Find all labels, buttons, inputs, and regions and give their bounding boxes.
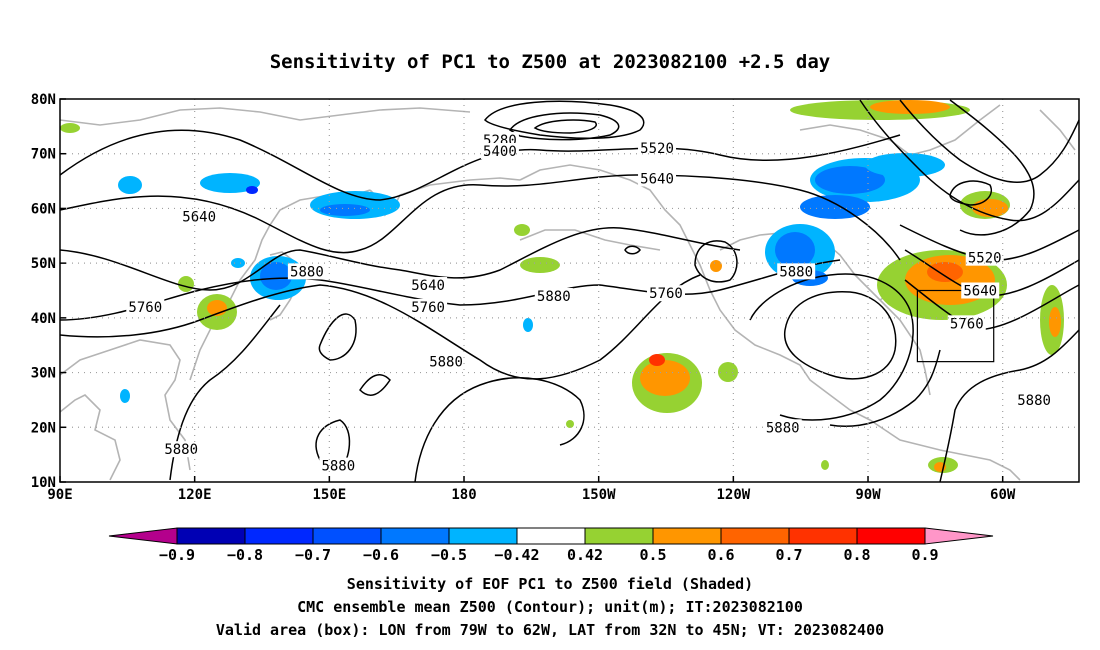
contour-label: 5880 bbox=[164, 442, 198, 458]
contour-label: 5880 bbox=[537, 289, 571, 305]
contour-label: 5520 bbox=[968, 251, 1002, 267]
contour-label-bg bbox=[319, 457, 358, 474]
lat-tick-label: 70N bbox=[31, 147, 56, 163]
colorbar-high-triangle bbox=[924, 527, 994, 545]
lon-tick-label: 120W bbox=[716, 487, 750, 503]
lon-tick-label: 120E bbox=[178, 487, 212, 503]
lon-tick-label: 90W bbox=[855, 487, 881, 503]
contour-label: 5760 bbox=[950, 316, 984, 332]
lat-tick-label: 30N bbox=[31, 366, 56, 382]
valid-area-rect bbox=[916, 289, 995, 363]
latitude-axis: 80N 70N 60N 50N 40N 30N 20N 10N bbox=[31, 92, 66, 491]
colorbar-label: −0.5 bbox=[431, 546, 467, 564]
lon-tick-label: 180 bbox=[451, 487, 476, 503]
contour-label-bg bbox=[965, 249, 1004, 266]
contour-label: 5760 bbox=[128, 300, 162, 316]
colorbar-segment bbox=[516, 527, 586, 545]
colorbar-label: 0.9 bbox=[911, 546, 938, 564]
colorbar-label: −0.7 bbox=[295, 546, 331, 564]
lat-tick-label: 80N bbox=[31, 92, 56, 108]
colorbar-segment bbox=[380, 527, 450, 545]
colorbar-segment bbox=[584, 527, 654, 545]
contour-label: 5880 bbox=[290, 264, 324, 280]
colorbar-segment bbox=[720, 527, 790, 545]
contour-label-bg bbox=[947, 315, 986, 332]
longitude-axis: 90E 120E 150E 180 150W 120W 90W 60W bbox=[47, 476, 1016, 503]
lat-tick-label: 50N bbox=[31, 256, 56, 272]
contour-label: 5640 bbox=[963, 284, 997, 300]
contour-label-bg bbox=[961, 282, 1000, 299]
z500-contours bbox=[59, 99, 1080, 483]
map-frame bbox=[59, 98, 1080, 483]
contour-label-bg bbox=[409, 298, 448, 315]
contour-label-bg bbox=[534, 287, 573, 304]
contour-label-bg bbox=[638, 140, 677, 157]
contour-label: 5520 bbox=[640, 141, 674, 157]
colorbar-label: 0.8 bbox=[843, 546, 870, 564]
contour-label: 5880 bbox=[779, 264, 813, 280]
colorbar-label: −0.42 bbox=[494, 546, 539, 564]
colorbar-segment bbox=[244, 527, 314, 545]
contour-label-bg bbox=[647, 285, 686, 302]
caption-line-2: CMC ensemble mean Z500 (Contour); unit(m… bbox=[297, 598, 803, 616]
colorbar-label: 0.5 bbox=[639, 546, 666, 564]
colorbar-label: 0.7 bbox=[775, 546, 802, 564]
colorbar-segment bbox=[652, 527, 722, 545]
colorbar-segment bbox=[312, 527, 382, 545]
contour-label-bg bbox=[409, 277, 448, 294]
colorbar-low-triangle bbox=[108, 527, 178, 545]
contour-label-bg bbox=[287, 263, 326, 280]
contour-label-bg bbox=[180, 208, 219, 225]
colorbar: −0.9 −0.8 −0.7 −0.6 −0.5 −0.42 0.42 0.5 0.6 0.7 0.… bbox=[108, 527, 994, 564]
contour-label: 5880 bbox=[1017, 393, 1051, 409]
colorbar-segment bbox=[448, 527, 518, 545]
contour-label: 5640 bbox=[182, 210, 216, 226]
plot-title: Sensitivity of PC1 to Z500 at 2023082100… bbox=[270, 51, 831, 73]
contour-label-bg bbox=[1015, 391, 1054, 408]
contour-label: 5760 bbox=[411, 300, 445, 316]
lat-tick-label: 20N bbox=[31, 420, 56, 436]
contour-label-bg bbox=[638, 170, 677, 187]
contour-label-bg bbox=[480, 142, 519, 159]
lon-tick-label: 60W bbox=[990, 487, 1016, 503]
colorbar-label: 0.42 bbox=[567, 546, 603, 564]
colorbar-label: −0.6 bbox=[363, 546, 399, 564]
colorbar-segment bbox=[856, 527, 926, 545]
contour-label: 5880 bbox=[766, 420, 800, 436]
colorbar-label: 0.6 bbox=[707, 546, 734, 564]
lon-tick-label: 150E bbox=[312, 487, 346, 503]
contour-label-bg bbox=[777, 263, 816, 280]
colorbar-label: −0.9 bbox=[159, 546, 195, 564]
contour-label: 5400 bbox=[483, 144, 517, 160]
contour-label: 5760 bbox=[649, 286, 683, 302]
lon-tick-label: 90E bbox=[47, 487, 72, 503]
contour-label: 5640 bbox=[640, 171, 674, 187]
contour-label: 5880 bbox=[429, 355, 463, 371]
caption-line-1: Sensitivity of EOF PC1 to Z500 field (Sh… bbox=[347, 575, 753, 593]
lat-tick-label: 40N bbox=[31, 311, 56, 327]
contour-label-bg bbox=[126, 298, 165, 315]
contour-label: 5640 bbox=[411, 278, 445, 294]
colorbar-segment bbox=[176, 527, 246, 545]
contour-label-bg bbox=[763, 419, 802, 436]
lat-tick-label: 60N bbox=[31, 201, 56, 217]
valid-area-box bbox=[916, 289, 995, 363]
contour-label-bg bbox=[427, 353, 466, 370]
contour-label-bg bbox=[162, 441, 201, 458]
caption-line-3: Valid area (box): LON from 79W to 62W, L… bbox=[216, 621, 884, 639]
lon-tick-label: 150W bbox=[582, 487, 616, 503]
contour-label: 5880 bbox=[321, 459, 355, 475]
colorbar-label: −0.8 bbox=[227, 546, 263, 564]
lat-tick-label: 10N bbox=[31, 475, 56, 491]
colorbar-segment bbox=[788, 527, 858, 545]
